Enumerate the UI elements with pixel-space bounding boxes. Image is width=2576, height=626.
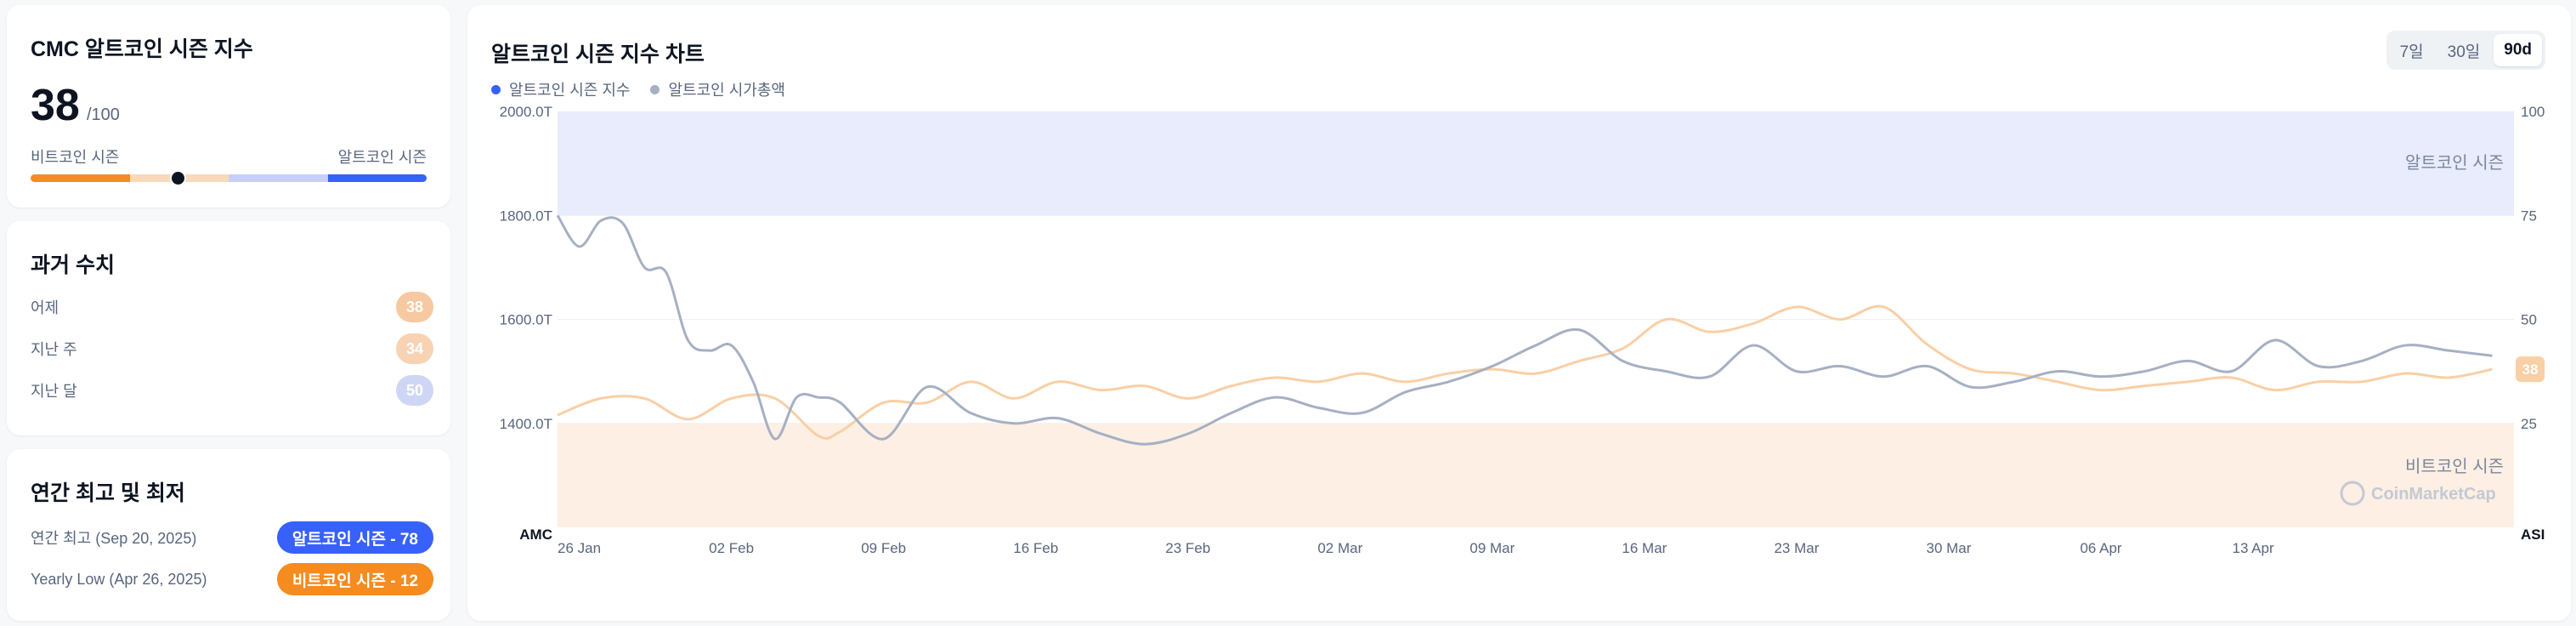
season-meter <box>31 174 427 182</box>
left-axis-tick-label: 2000.0T <box>500 104 552 120</box>
right-axis-tick-label: 50 <box>2521 312 2537 328</box>
index-denominator: /100 <box>87 105 120 124</box>
yearly-card-title: 연간 최고 및 최저 <box>31 481 185 505</box>
x-axis-tick-label: 13 Apr <box>2232 540 2273 556</box>
series-line-altcoin-index <box>557 304 2493 440</box>
season-meter-knob <box>170 170 186 186</box>
history-card-title: 과거 수치 <box>31 253 115 277</box>
left-axis-tick-label: 1400.0T <box>500 416 552 432</box>
yearly-high-label: 연간 최고 (Sep 20, 2025) <box>31 530 197 547</box>
left-axis-tick-label: 1600.0T <box>500 312 552 328</box>
yearly-low-label: Yearly Low (Apr 26, 2025) <box>31 570 207 588</box>
x-axis-tick-label: 06 Apr <box>2080 540 2121 556</box>
legend-label: 알트코인 시가총액 <box>668 82 785 99</box>
left-axis-name: AMC <box>519 526 552 543</box>
period-tabs: 7일 30일 90d <box>2386 31 2545 70</box>
bitcoin-season-label: 비트코인 시즌 <box>31 149 120 166</box>
x-axis-tick-label: 30 Mar <box>1927 540 1972 556</box>
legend-dot-icon <box>491 84 501 94</box>
x-axis-tick-label: 23 Feb <box>1165 540 1210 556</box>
yearly-low-badge: 비트코인 시즌 - 12 <box>276 563 433 595</box>
right-axis-tick-label: 25 <box>2521 416 2537 432</box>
series-line-altcoin-market-cap <box>556 214 2493 446</box>
legend-dot-icon <box>650 84 660 94</box>
tab-7d[interactable]: 7일 <box>2399 43 2424 61</box>
right-axis-tick-label: 100 <box>2521 104 2545 120</box>
history-value-badge: 34 <box>396 333 433 364</box>
yearly-high-low-card: 연간 최고 및 최저 연간 최고 (Sep 20, 2025) 알트코인 시즌 … <box>7 449 450 621</box>
tab-90d[interactable]: 90d <box>2494 34 2542 66</box>
x-axis-tick-label: 02 Mar <box>1317 540 1362 556</box>
legend-label: 알트코인 시즌 지수 <box>509 82 631 99</box>
x-axis-tick-label: 23 Mar <box>1774 540 1819 556</box>
tab-30d[interactable]: 30일 <box>2447 43 2481 61</box>
index-value: 38 <box>31 81 80 130</box>
history-row-last-week: 지난 주 34 <box>31 333 433 365</box>
current-value-badge <box>2516 356 2545 383</box>
bitcoin-season-zone-label: 비트코인 시즌 <box>2405 457 2504 476</box>
altcoin-season-zone-label: 알트코인 시즌 <box>2405 153 2504 173</box>
coinmarketcap-logo-icon <box>2340 481 2365 506</box>
altcoin-season-zone <box>558 111 2514 216</box>
yearly-low-row: Yearly Low (Apr 26, 2025) 비트코인 시즌 - 12 <box>31 562 433 596</box>
legend-item-market-cap[interactable]: 알트코인 시가총액 <box>650 78 785 100</box>
x-axis-tick-label: 09 Feb <box>861 540 906 556</box>
bitcoin-season-zone <box>558 423 2514 527</box>
left-axis-tick-label: 1800.0T <box>500 208 552 224</box>
history-row-last-month: 지난 달 50 <box>31 374 433 407</box>
altcoin-season-index-card: CMC 알트코인 시즌 지수 38 /100 비트코인 시즌 알트코인 시즌 <box>7 5 450 208</box>
altcoin-season-label: 알트코인 시즌 <box>337 149 427 166</box>
legend-item-index[interactable]: 알트코인 시즌 지수 <box>491 78 630 100</box>
right-axis-name: ASI <box>2521 526 2545 543</box>
altcoin-season-chart-card: 알트코인 시즌 지수 차트 알트코인 시즌 지수 알트코인 시가총액 7일 30… <box>467 5 2571 621</box>
yearly-high-row: 연간 최고 (Sep 20, 2025) 알트코인 시즌 - 78 <box>31 521 433 555</box>
x-axis-tick-label: 09 Mar <box>1469 540 1514 556</box>
watermark-text: CoinMarketCap <box>2371 485 2496 504</box>
yearly-high-badge: 알트코인 시즌 - 78 <box>276 521 433 554</box>
x-axis-tick-label: 16 Feb <box>1013 540 1058 556</box>
x-axis-tick-label: 02 Feb <box>709 540 754 556</box>
history-row-label: 지난 주 <box>31 341 77 358</box>
chart-legend: 알트코인 시즌 지수 알트코인 시가총액 <box>491 78 785 100</box>
history-row-label: 지난 달 <box>31 383 77 400</box>
history-row-label: 어제 <box>31 299 59 316</box>
right-axis-tick-label: 75 <box>2521 208 2537 224</box>
chart-title: 알트코인 시즌 지수 차트 <box>491 43 705 66</box>
history-value-badge: 38 <box>396 292 433 322</box>
history-value-badge: 50 <box>396 375 433 406</box>
current-value-badge-text: 38 <box>2522 361 2539 378</box>
history-row-yesterday: 어제 38 <box>31 291 433 323</box>
x-axis-tick-label: 16 Mar <box>1622 540 1667 556</box>
index-card-title: CMC 알트코인 시즌 지수 <box>31 37 253 61</box>
historical-values-card: 과거 수치 어제 38 지난 주 34 지난 달 50 <box>7 221 450 435</box>
x-axis-tick-label: 26 Jan <box>558 540 601 556</box>
